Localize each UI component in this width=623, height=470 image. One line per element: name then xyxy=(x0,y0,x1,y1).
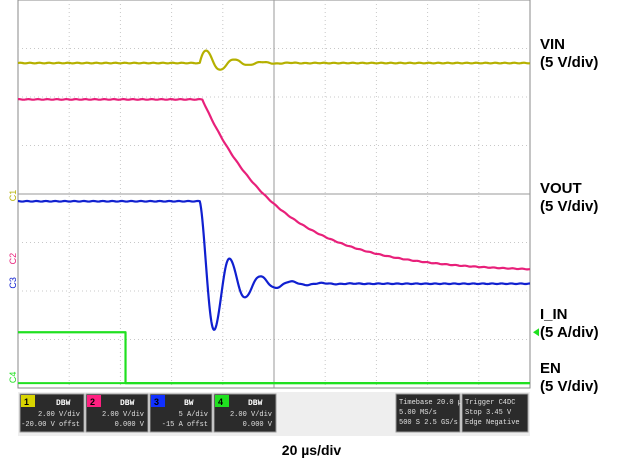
ch4-readout-tag: DBW xyxy=(248,399,263,408)
trigger-readout-line1: Trigger C4DC xyxy=(465,399,515,407)
trace-vout xyxy=(17,98,531,271)
channel-marker-4: C4 xyxy=(8,372,18,384)
readout-bar: 1 DBW 2.00 V/div -20.00 V offst 2 DBW 2.00 V/d… xyxy=(18,392,530,436)
traces xyxy=(17,49,531,385)
ch3-readout-tag: BW xyxy=(184,399,194,408)
en-label: EN (5 V/div) xyxy=(540,360,599,395)
ch2-readout-tag: DBW xyxy=(120,399,135,408)
channel-marker-2: C2 xyxy=(8,253,18,265)
ch2-readout-line2: 0.000 V xyxy=(115,421,145,429)
ch1-readout-line2: -20.00 V offst xyxy=(21,421,80,429)
ch3-readout-line1: 5 A/div xyxy=(179,411,208,419)
timebase-readout-line1: Timebase 20.0 µs xyxy=(399,399,466,407)
ch2-readout-number: 2 xyxy=(90,397,95,407)
ch4-readout-line1: 2.00 V/div xyxy=(230,411,272,419)
iin-label: I_IN (5 A/div) xyxy=(540,306,599,341)
timebase-readout-line2: 5.00 MS/s xyxy=(399,409,437,417)
vout-label: VOUT (5 V/div) xyxy=(540,180,599,215)
timebase-caption: 20 µs/div xyxy=(281,442,342,458)
ch1-readout-number: 1 xyxy=(24,397,29,407)
ch1-readout-tag: DBW xyxy=(56,399,71,408)
ch3-readout-line2: -15 A offst xyxy=(162,421,208,429)
timebase-readout-line3: 500 S 2.5 GS/s xyxy=(399,419,458,427)
channel-marker-3: C3 xyxy=(8,277,18,289)
channel-marker-1: C1 xyxy=(8,190,18,202)
ch3-readout-swatch xyxy=(151,395,165,407)
channel-markers: C1 C2 C3 C4 xyxy=(8,190,539,385)
ch4-readout-swatch xyxy=(215,395,229,407)
ch1-readout-line1: 2.00 V/div xyxy=(38,411,80,419)
vin-label: VIN (5 V/div) xyxy=(540,36,599,71)
ch4-readout-line2: 0.000 V xyxy=(243,421,273,429)
trigger-readout-box xyxy=(461,393,529,433)
ch2-readout-swatch xyxy=(87,395,101,407)
trigger-readout-line2: Stop 3.45 V xyxy=(465,409,512,417)
ch4-readout-number: 4 xyxy=(218,397,223,407)
ch1-readout-swatch xyxy=(21,395,35,407)
trigger-readout-line3: Edge Negative xyxy=(465,419,520,427)
ch3-readout-number: 3 xyxy=(154,397,159,407)
timebase-readout-box xyxy=(395,393,461,433)
en-arrow-marker xyxy=(533,328,539,337)
ch2-readout-line1: 2.00 V/div xyxy=(102,411,144,419)
trace-i-in xyxy=(17,199,531,331)
trace-vin xyxy=(17,49,531,71)
